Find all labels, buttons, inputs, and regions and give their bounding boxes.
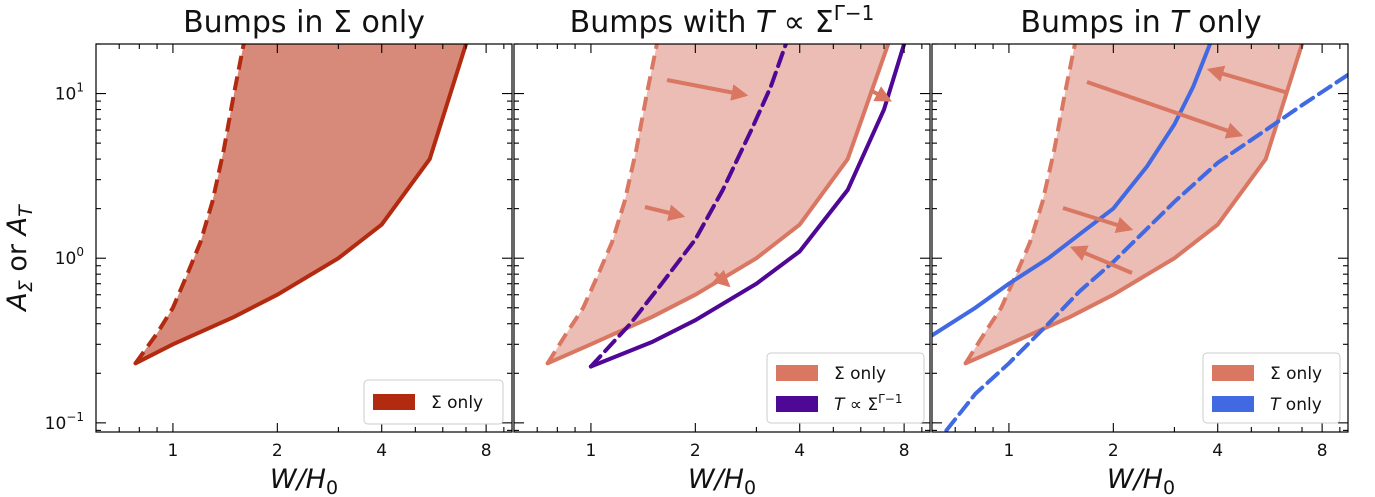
x-tick-label: 2 <box>1108 441 1119 461</box>
legend-swatch-t-only <box>1212 396 1254 412</box>
y-axis-label: AΣ or AT <box>2 204 37 313</box>
panel-bumps-t-only: Bumps in T only W/H0 1 2 4 8 Σ only T only <box>932 5 1348 497</box>
legend-label-sigma-only: Σ only <box>1270 364 1322 384</box>
x-tick-label: 1 <box>586 441 597 461</box>
legend-swatch-sigma-only <box>373 394 415 410</box>
x-tick-label: 4 <box>1212 441 1223 461</box>
panel-2-title: Bumps in T only <box>1020 5 1261 40</box>
y-tick-label: 101 <box>55 81 84 105</box>
x-tick-label: 1 <box>1004 441 1015 461</box>
x-tick-label: 8 <box>481 441 492 461</box>
x-tick-label: 8 <box>899 441 910 461</box>
x-tick-label: 8 <box>1317 441 1328 461</box>
panel-0-marks <box>136 44 467 363</box>
sigma-only-region <box>136 44 467 363</box>
arrow <box>870 90 889 100</box>
panel-0-xlabel: W/H0 <box>270 464 338 497</box>
panel-bumps-with-t-propto-sigma: Bumps with T ∝ ΣΓ−1 W/H0 1 2 4 8 Σ only T ∝… <box>514 1 930 497</box>
panel-1-legend: Σ only T ∝ ΣΓ−1 <box>767 353 924 423</box>
x-tick-label: 2 <box>690 441 701 461</box>
x-tick-label: 1 <box>168 441 179 461</box>
legend-swatch-sigma-only <box>1212 365 1254 381</box>
panel-0-legend: Σ only <box>364 380 503 424</box>
x-tick-label: 2 <box>272 441 283 461</box>
x-tick-label: 4 <box>376 441 387 461</box>
x-tick-label: 4 <box>794 441 805 461</box>
legend-label-sigma-only: Σ only <box>834 364 886 384</box>
panel-1-title: Bumps with T ∝ ΣΓ−1 <box>570 1 875 40</box>
sigma-only-region <box>966 44 1302 363</box>
y-tick-label: 100 <box>55 245 84 269</box>
panel-bumps-sigma-only: Bumps in Σ only W/H0 1 2 4 8 101 100 10−1 Σ on… <box>45 5 512 497</box>
legend-label-sigma-only: Σ only <box>431 393 483 413</box>
legend-swatch-t-propto-sigma <box>776 396 818 412</box>
panel-1-xlabel: W/H0 <box>688 464 756 497</box>
panel-2-legend: Σ only T only <box>1203 353 1340 423</box>
legend-label-t-only: T only <box>1270 395 1322 415</box>
y-tick-label: 10−1 <box>45 410 84 434</box>
legend-swatch-sigma-only <box>776 365 818 381</box>
panel-0-title: Bumps in Σ only <box>183 5 425 40</box>
panel-2-xlabel: W/H0 <box>1107 464 1175 497</box>
